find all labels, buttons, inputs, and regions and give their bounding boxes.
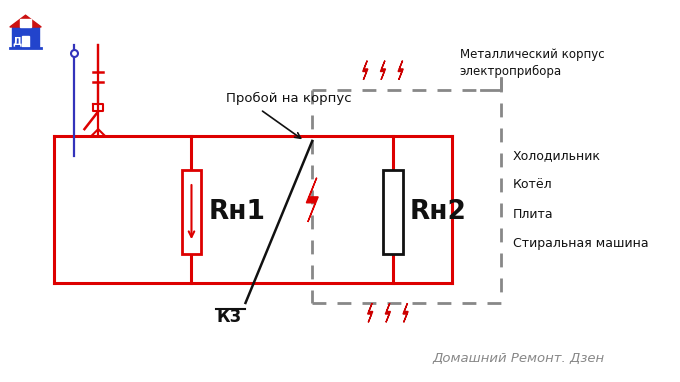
Bar: [12, 27, 39, 47]
Polygon shape: [403, 303, 408, 322]
Polygon shape: [10, 15, 41, 27]
Bar: [383, 170, 403, 254]
Text: Стиральная машина: Стиральная машина: [513, 237, 648, 250]
Text: Rн1: Rн1: [208, 199, 265, 225]
Text: К3: К3: [216, 308, 241, 326]
Text: Домашний Ремонт. Дзен: Домашний Ремонт. Дзен: [432, 352, 605, 365]
Bar: [22, 36, 29, 47]
Polygon shape: [386, 303, 390, 322]
Polygon shape: [398, 61, 403, 80]
Polygon shape: [368, 303, 373, 322]
Text: Котёл: Котёл: [513, 178, 552, 191]
Polygon shape: [307, 178, 318, 222]
Bar: [182, 170, 201, 254]
Polygon shape: [380, 61, 386, 80]
Text: ДР: ДР: [13, 37, 30, 47]
Bar: [20, 19, 31, 27]
Text: Плита: Плита: [513, 208, 554, 221]
Text: Металлический корпус
электроприбора: Металлический корпус электроприбора: [460, 48, 605, 78]
Text: Rн2: Rн2: [409, 199, 466, 225]
Polygon shape: [362, 61, 368, 80]
Text: Пробой на корпус: Пробой на корпус: [226, 92, 352, 105]
Text: Холодильник: Холодильник: [513, 149, 600, 162]
